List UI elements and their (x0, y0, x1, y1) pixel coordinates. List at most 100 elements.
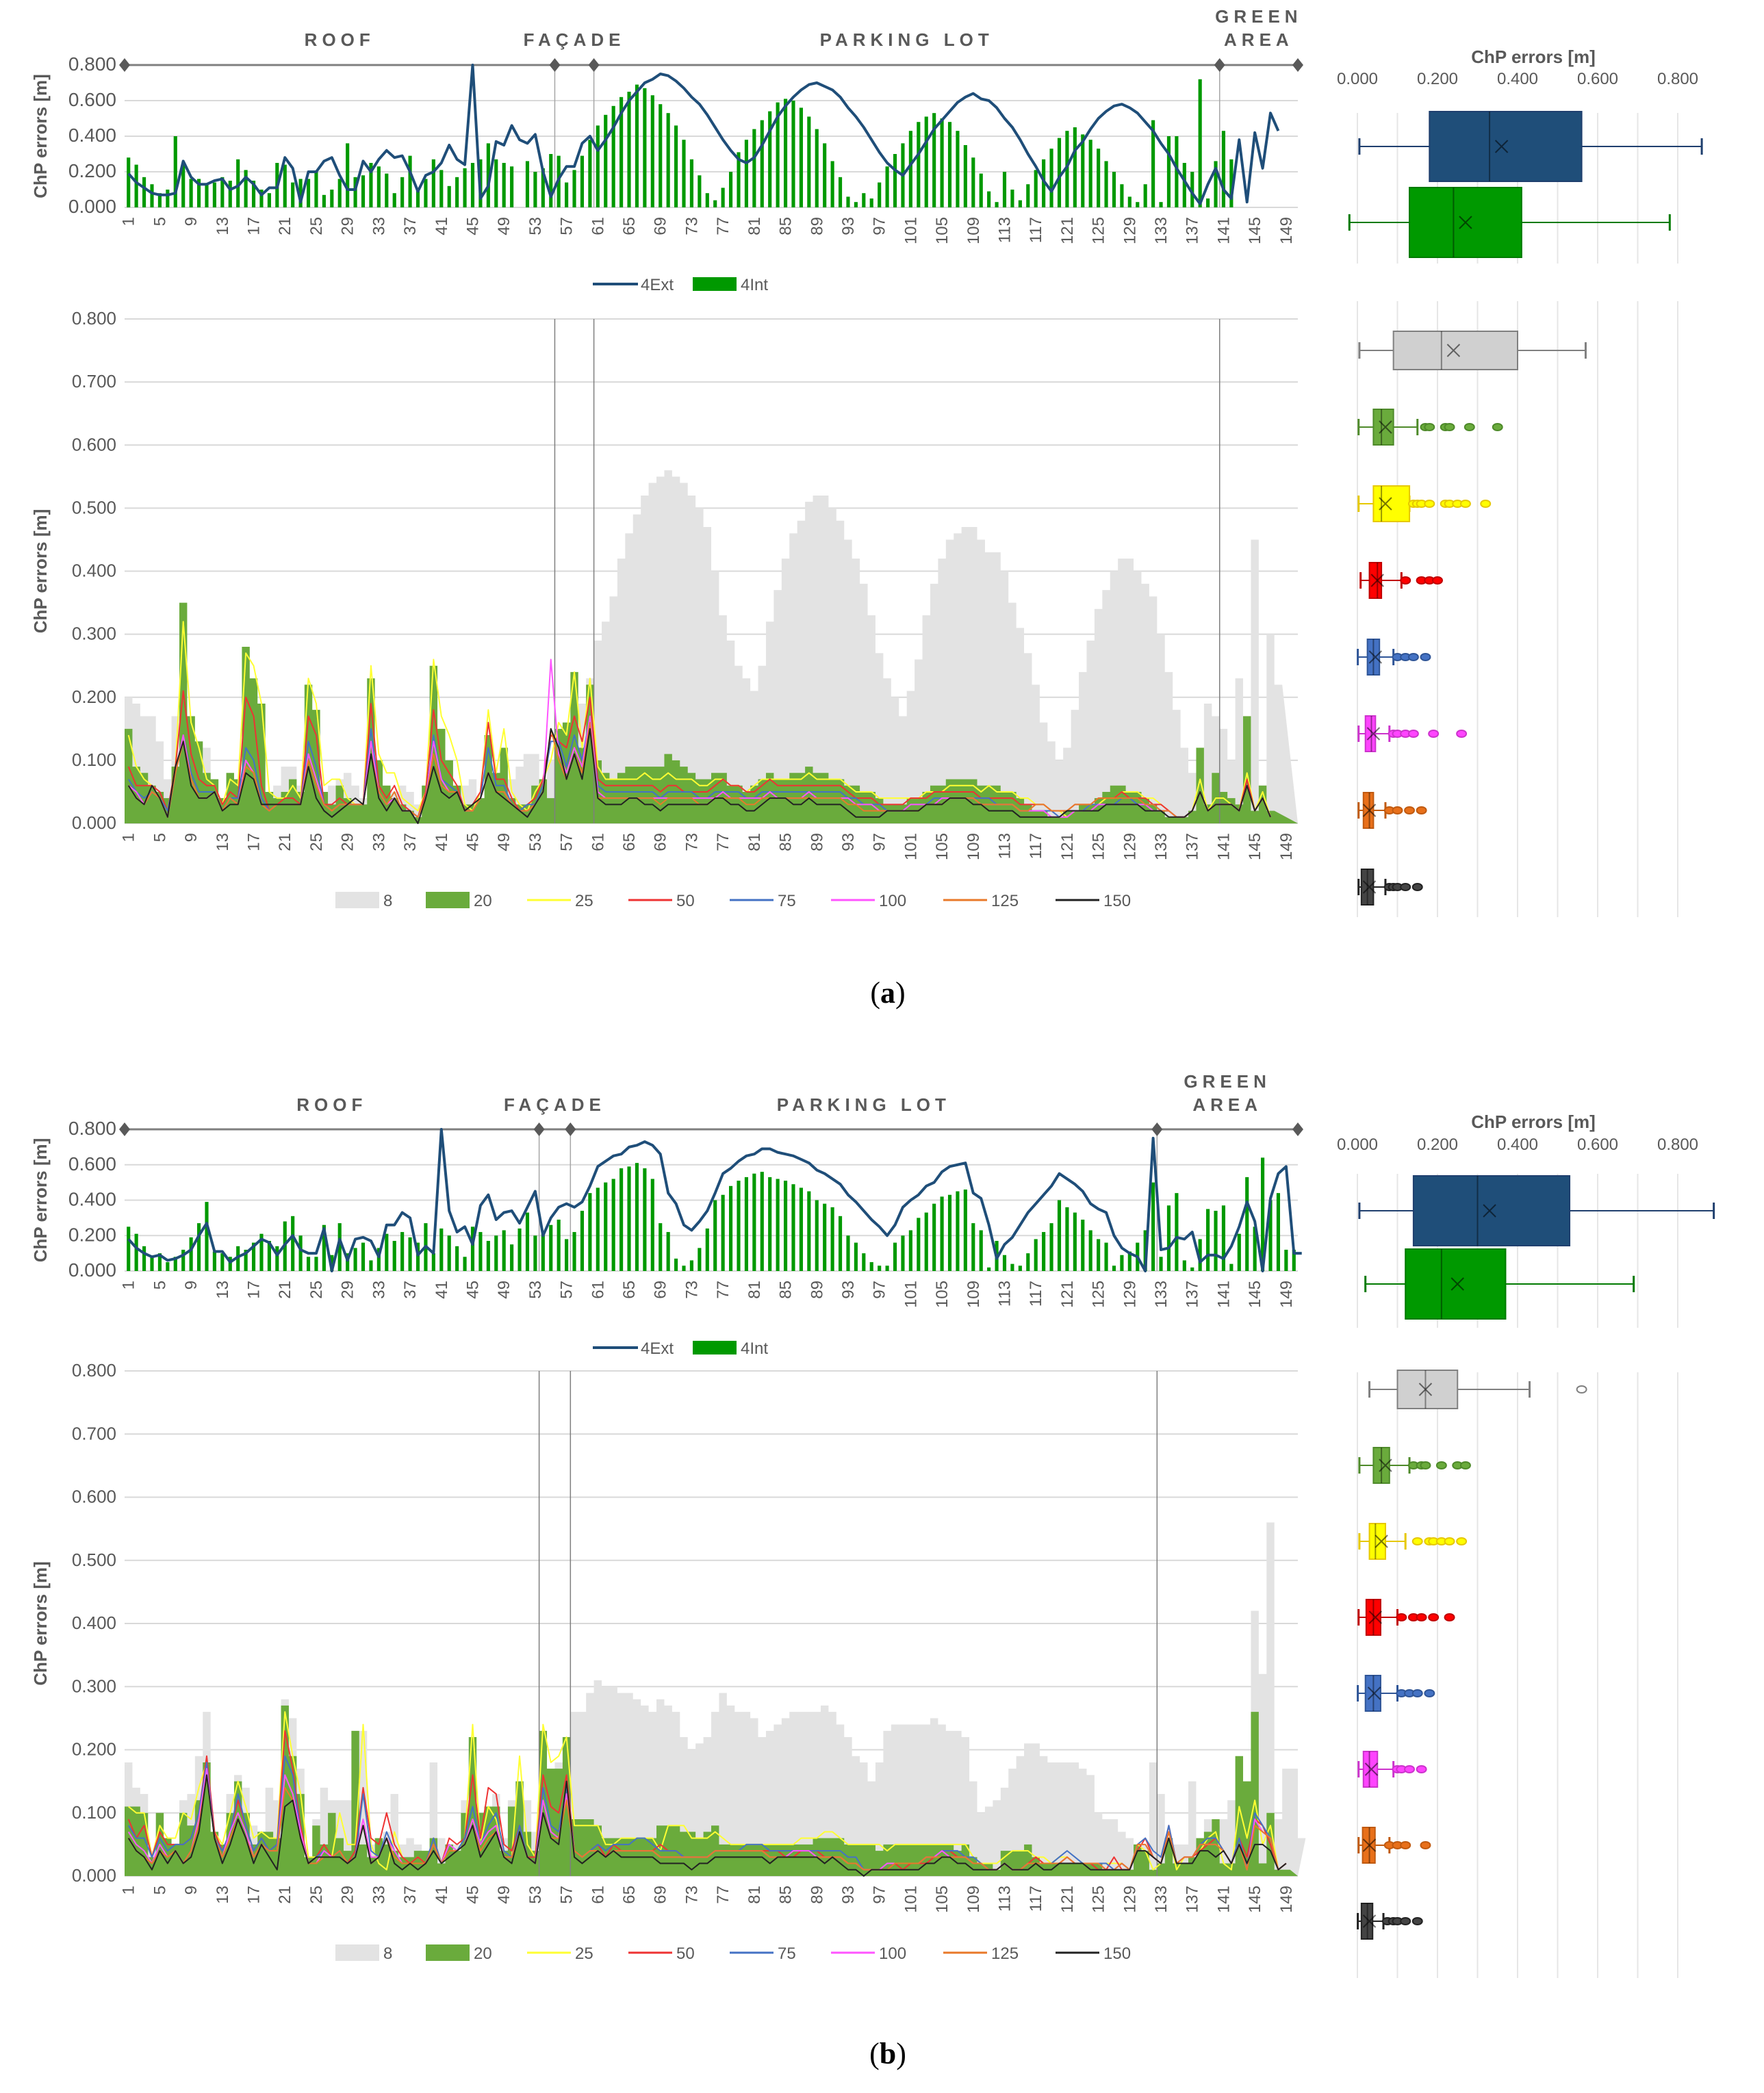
bar-4int (862, 1253, 866, 1271)
bar-4int (869, 1262, 873, 1271)
boxplot-x-tick-label: 0.200 (1417, 1135, 1458, 1154)
mean-marker-icon (1379, 420, 1392, 434)
boxplot-x-tick-label: 0.800 (1657, 1135, 1698, 1154)
bar-4int (705, 1228, 709, 1271)
x-tick-label: 93 (839, 1281, 858, 1299)
boxplot-x-tick-label: 0.200 (1417, 70, 1458, 88)
bar-4int (1065, 131, 1069, 207)
box-25 (1368, 1523, 1386, 1560)
bar-4int (815, 1200, 819, 1271)
x-tick-label: 49 (495, 1281, 513, 1299)
bar-4int (1151, 120, 1155, 207)
x-tick-label: 25 (307, 1281, 326, 1299)
bar-4int (236, 159, 240, 207)
x-tick-label: 145 (1246, 1281, 1264, 1308)
bar-4int (369, 1260, 373, 1271)
zone-label: ROOF (296, 1094, 367, 1115)
bar-4int (557, 1219, 561, 1271)
area-series-20 (125, 602, 1298, 823)
x-tick-label: 33 (370, 1281, 388, 1299)
x-tick-label: 113 (996, 1281, 1014, 1307)
bar-4int (752, 1173, 756, 1271)
boxplot-x-tick-label: 0.800 (1657, 70, 1698, 88)
bar-4int (291, 182, 295, 207)
bar-4int (611, 1179, 615, 1271)
outlier-point (1428, 730, 1440, 738)
bar-4int (627, 92, 631, 207)
x-tick-label: 17 (245, 1886, 264, 1904)
bar-4int (979, 173, 983, 207)
x-tick-label: 33 (370, 833, 388, 851)
x-tick-label: 13 (214, 217, 232, 235)
outlier-point (1456, 1537, 1468, 1545)
x-tick-label: 85 (777, 217, 795, 235)
bar-4int (674, 125, 678, 207)
x-tick-label: 149 (1277, 217, 1296, 244)
y-tick-label: 0.400 (68, 1189, 116, 1210)
mean-marker-icon (1375, 1535, 1388, 1548)
x-tick-label: 9 (182, 833, 201, 842)
bar-4int (541, 1233, 545, 1271)
x-tick-label: 33 (370, 1886, 388, 1904)
bar-4int (776, 1179, 780, 1271)
bar-4int (259, 190, 264, 207)
x-tick-label: 149 (1277, 833, 1296, 860)
outlier-point (1392, 806, 1403, 814)
y-tick-label: 0.600 (68, 89, 116, 110)
bar-4int (924, 1212, 928, 1271)
bar-4int (611, 105, 615, 207)
bar-4int (596, 125, 600, 207)
x-tick-label: 125 (1090, 833, 1108, 860)
bar-4int (721, 1194, 725, 1271)
x-tick-label: 129 (1121, 833, 1139, 860)
bar-4int (353, 1248, 357, 1271)
bar-4int (666, 1232, 670, 1271)
bar-4int (1190, 172, 1194, 207)
bar-4int (1143, 184, 1147, 207)
boxplot-axis-title: ChP errors [m] (1471, 1112, 1596, 1132)
x-tick-label: 21 (276, 833, 294, 851)
bar-4int (917, 1218, 921, 1271)
bar-4int (1151, 1182, 1155, 1271)
x-tick-label: 49 (495, 833, 513, 851)
zone-label: PARKING LOT (777, 1094, 951, 1115)
bar-4int (588, 1193, 592, 1271)
x-tick-label: 97 (871, 1281, 889, 1299)
bar-4int (486, 143, 490, 207)
box-20 (1372, 409, 1394, 446)
x-tick-label: 37 (401, 217, 420, 235)
outlier-point (1420, 1841, 1431, 1849)
bar-4int (908, 1230, 912, 1271)
bar-4int (924, 116, 928, 207)
mean-marker-icon (1494, 140, 1509, 153)
bar-4int (713, 1200, 717, 1271)
x-tick-label: 37 (401, 1281, 420, 1299)
x-tick-label: 109 (964, 1281, 983, 1308)
y-axis-label: ChP errors [m] (30, 1561, 51, 1686)
outlier-point (1400, 576, 1411, 585)
bar-4int (1049, 1223, 1053, 1271)
bar-4int (650, 95, 654, 207)
bar-4int (737, 152, 741, 207)
panel-a-boxplot-bottom (1357, 301, 1678, 917)
bar-4int (189, 1237, 193, 1271)
x-tick-label: 121 (1058, 833, 1077, 860)
y-tick-label: 0.100 (72, 749, 116, 770)
zone-label: FAÇADE (524, 29, 626, 50)
mean-marker-icon (1362, 1838, 1377, 1852)
x-tick-label: 137 (1184, 833, 1202, 860)
x-tick-label: 133 (1152, 217, 1171, 244)
zone-marker-icon (549, 58, 561, 72)
bar-4int (572, 1232, 576, 1271)
bar-4int (666, 113, 670, 207)
x-tick-label: 81 (745, 833, 764, 851)
outlier-point (1444, 423, 1455, 431)
bar-4int (932, 113, 936, 207)
x-tick-label: 17 (245, 1281, 264, 1299)
outlier-point (1411, 1689, 1423, 1697)
bar-4int (1034, 1239, 1038, 1271)
x-tick-label: 17 (245, 833, 264, 851)
bar-4int (698, 175, 702, 207)
bar-4int (987, 191, 991, 207)
bar-4int (1175, 136, 1179, 207)
